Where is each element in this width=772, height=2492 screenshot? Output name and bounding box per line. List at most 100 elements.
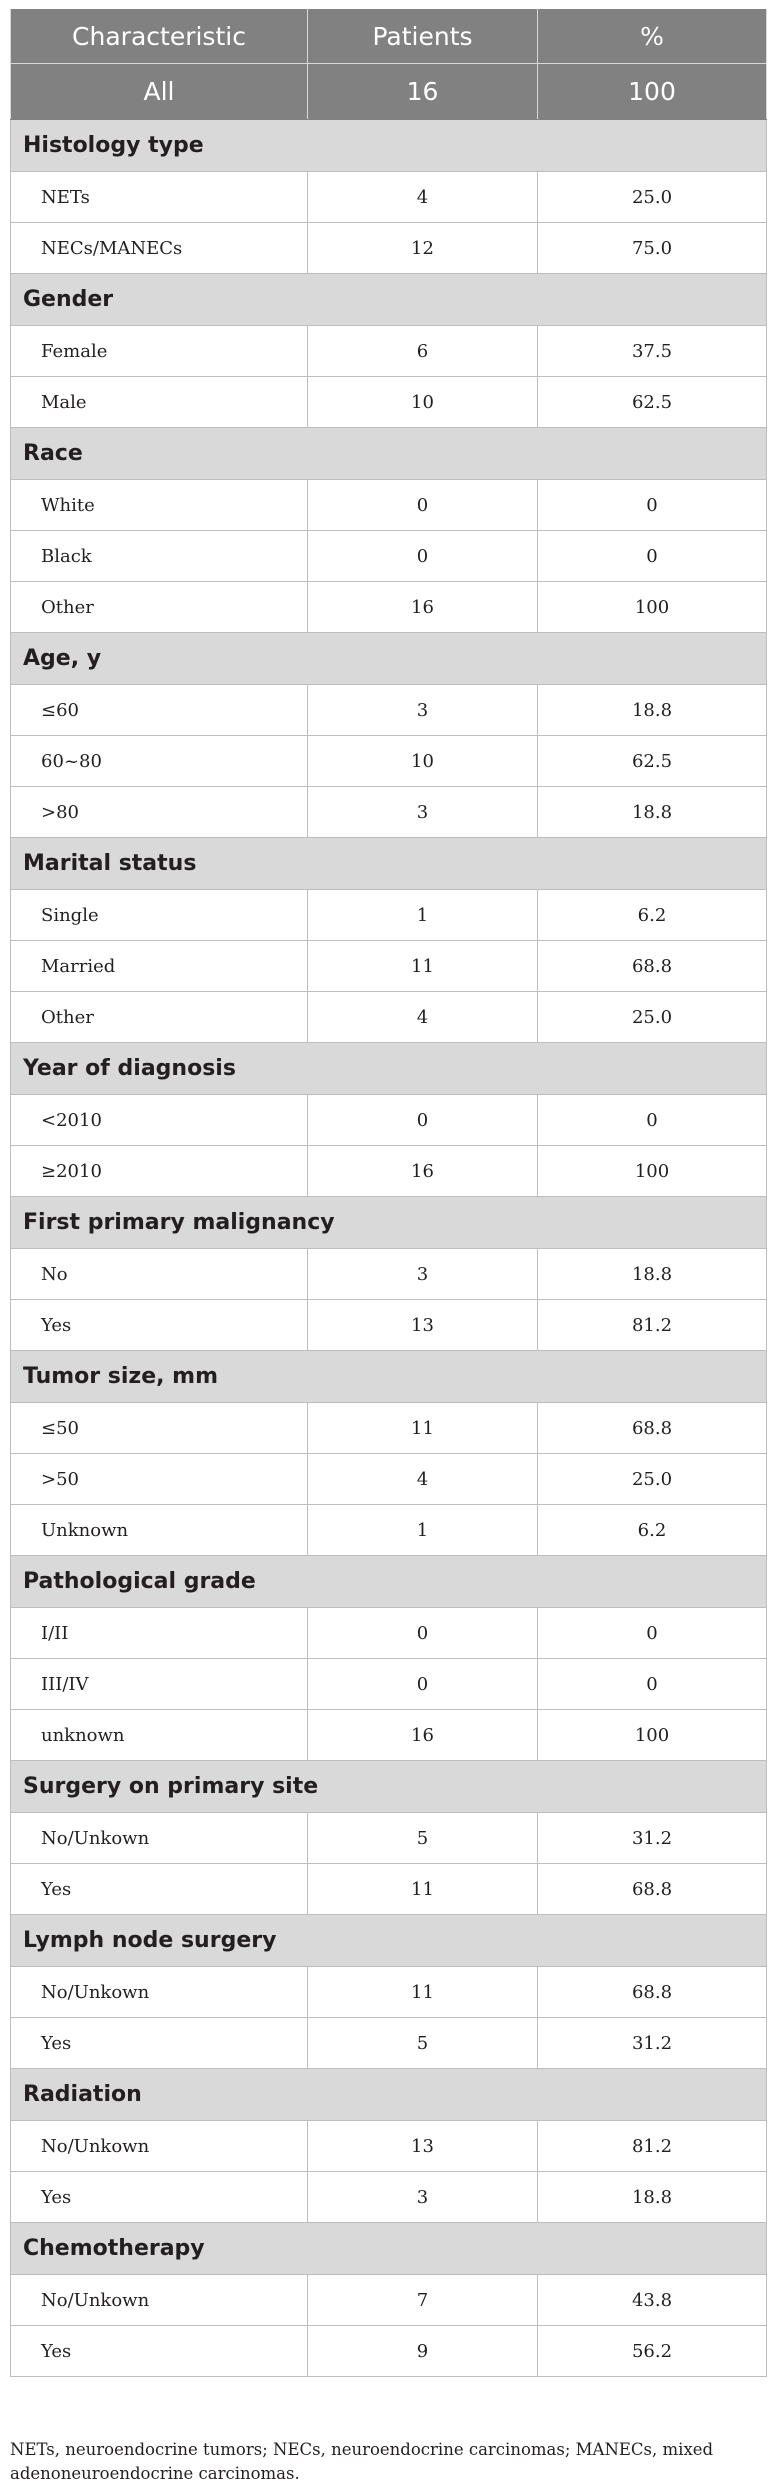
- row-patients: 4: [307, 1453, 538, 1505]
- section-title: Surgery on primary site: [10, 1760, 767, 1813]
- row-percent: 75.0: [537, 222, 767, 274]
- section-title: Year of diagnosis: [10, 1042, 767, 1095]
- section-title: Histology type: [10, 119, 767, 172]
- row-patients: 0: [307, 530, 538, 582]
- section-header-row: Pathological grade: [10, 1555, 767, 1608]
- row-percent: 37.5: [537, 325, 767, 377]
- table-row: Single 1 6.2: [10, 889, 767, 941]
- row-percent: 0: [537, 530, 767, 582]
- row-label: >80: [10, 786, 308, 838]
- row-percent: 100: [537, 1145, 767, 1197]
- row-label: <2010: [10, 1094, 308, 1146]
- row-label: unknown: [10, 1709, 308, 1761]
- row-percent: 6.2: [537, 1504, 767, 1556]
- row-label: No/Unkown: [10, 2120, 308, 2172]
- table-row: 60~80 10 62.5: [10, 735, 767, 787]
- row-label: Yes: [10, 1299, 308, 1351]
- table-row: Yes 9 56.2: [10, 2325, 767, 2377]
- table-row: Other 4 25.0: [10, 991, 767, 1043]
- patient-characteristics-table: Characteristic Patients % All 16 100 His…: [10, 9, 767, 2377]
- row-patients: 7: [307, 2274, 538, 2326]
- row-label: No/Unkown: [10, 1966, 308, 2018]
- row-percent: 0: [537, 1658, 767, 1710]
- section-title: Chemotherapy: [10, 2222, 767, 2275]
- section-header-row: Radiation: [10, 2068, 767, 2121]
- table-row: Married 11 68.8: [10, 940, 767, 992]
- table-row: Male 10 62.5: [10, 376, 767, 428]
- table-row: NETs 4 25.0: [10, 171, 767, 223]
- section-title: Lymph node surgery: [10, 1914, 767, 1967]
- row-label: >50: [10, 1453, 308, 1505]
- row-patients: 11: [307, 1966, 538, 2018]
- section-title: Radiation: [10, 2068, 767, 2121]
- row-patients: 0: [307, 479, 538, 531]
- row-label: Yes: [10, 2017, 308, 2069]
- row-patients: 3: [307, 2171, 538, 2223]
- row-patients: 5: [307, 1812, 538, 1864]
- section-header-row: Surgery on primary site: [10, 1760, 767, 1813]
- row-patients: 13: [307, 2120, 538, 2172]
- row-label: Other: [10, 991, 308, 1043]
- row-label: No/Unkown: [10, 1812, 308, 1864]
- section-title: Race: [10, 427, 767, 480]
- table-row: <2010 0 0: [10, 1094, 767, 1146]
- row-label: Female: [10, 325, 308, 377]
- table-row: No/Unkown 11 68.8: [10, 1966, 767, 2018]
- row-label: ≥2010: [10, 1145, 308, 1197]
- row-percent: 25.0: [537, 171, 767, 223]
- row-patients: 3: [307, 684, 538, 736]
- table-footnote: NETs, neuroendocrine tumors; NECs, neuro…: [10, 2440, 714, 2483]
- row-percent: 25.0: [537, 1453, 767, 1505]
- row-label: Yes: [10, 2171, 308, 2223]
- section-title: Marital status: [10, 837, 767, 890]
- section-header-row: Year of diagnosis: [10, 1042, 767, 1095]
- row-percent: 0: [537, 479, 767, 531]
- row-patients: 11: [307, 1863, 538, 1915]
- row-patients: 16: [307, 1145, 538, 1197]
- header-row: Characteristic Patients %: [10, 9, 767, 64]
- row-patients: 16: [307, 581, 538, 633]
- table-row: No/Unkown 13 81.2: [10, 2120, 767, 2172]
- row-label: 60~80: [10, 735, 308, 787]
- row-percent: 68.8: [537, 1863, 767, 1915]
- table-row: No/Unkown 7 43.8: [10, 2274, 767, 2326]
- row-patients: 5: [307, 2017, 538, 2069]
- table-row: ≤50 11 68.8: [10, 1402, 767, 1454]
- row-percent: 68.8: [537, 1966, 767, 2018]
- section-header-row: First primary malignancy: [10, 1196, 767, 1249]
- row-percent: 100: [537, 581, 767, 633]
- row-patients: 3: [307, 1248, 538, 1300]
- section-header-row: Gender: [10, 273, 767, 326]
- table-row: No/Unkown 5 31.2: [10, 1812, 767, 1864]
- all-patients: 16: [307, 63, 538, 120]
- row-label: III/IV: [10, 1658, 308, 1710]
- row-patients: 3: [307, 786, 538, 838]
- row-label: Male: [10, 376, 308, 428]
- table-row: ≤60 3 18.8: [10, 684, 767, 736]
- section-header-row: Age, y: [10, 632, 767, 685]
- table-row: Female 6 37.5: [10, 325, 767, 377]
- row-label: NETs: [10, 171, 308, 223]
- section-header-row: Lymph node surgery: [10, 1914, 767, 1967]
- row-percent: 18.8: [537, 684, 767, 736]
- table-row: >50 4 25.0: [10, 1453, 767, 1505]
- row-patients: 0: [307, 1094, 538, 1146]
- header-characteristic: Characteristic: [10, 9, 308, 64]
- row-percent: 18.8: [537, 786, 767, 838]
- section-title: Gender: [10, 273, 767, 326]
- table-row: unknown 16 100: [10, 1709, 767, 1761]
- row-label: Other: [10, 581, 308, 633]
- table-row: Yes 11 68.8: [10, 1863, 767, 1915]
- row-patients: 0: [307, 1607, 538, 1659]
- row-percent: 81.2: [537, 2120, 767, 2172]
- all-row: All 16 100: [10, 63, 767, 120]
- table-row: White 0 0: [10, 479, 767, 531]
- table-row: Other 16 100: [10, 581, 767, 633]
- section-title: Pathological grade: [10, 1555, 767, 1608]
- row-patients: 13: [307, 1299, 538, 1351]
- table-row: >80 3 18.8: [10, 786, 767, 838]
- section-header-row: Tumor size, mm: [10, 1350, 767, 1403]
- table-row: I/II 0 0: [10, 1607, 767, 1659]
- row-percent: 0: [537, 1607, 767, 1659]
- row-patients: 4: [307, 171, 538, 223]
